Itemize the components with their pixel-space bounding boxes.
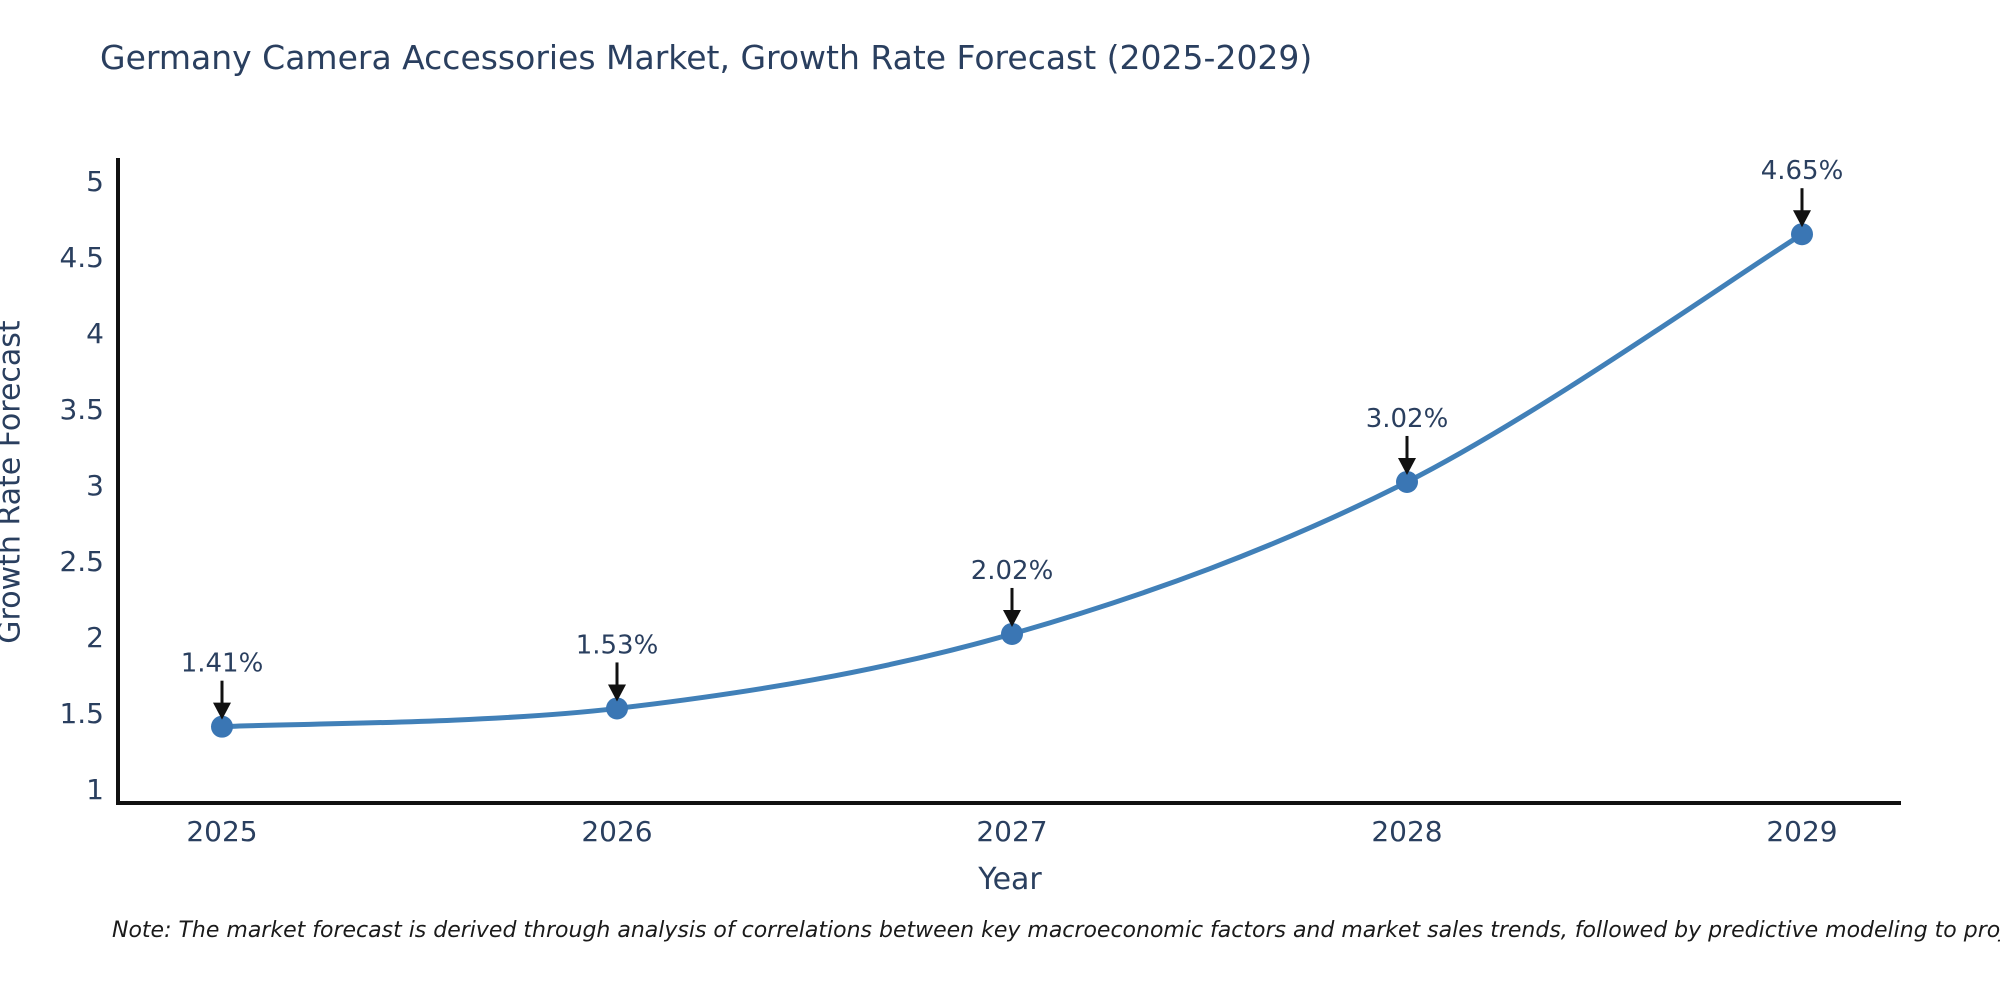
- x-tick-label: 2028: [1371, 815, 1442, 848]
- y-tick-label: 4.5: [59, 241, 104, 274]
- point-annotation: 2.02%: [971, 556, 1054, 586]
- y-axis-title-text: Growth Rate Forecast: [0, 320, 28, 644]
- y-tick-label: 1.5: [59, 697, 104, 730]
- chart-title: Germany Camera Accessories Market, Growt…: [100, 38, 1313, 77]
- y-axis-title: Growth Rate Forecast: [0, 320, 28, 643]
- data-point-marker: [1396, 470, 1418, 493]
- x-tick-label: 2025: [186, 815, 257, 848]
- y-tick-label: 4: [86, 317, 104, 350]
- x-tick-label: 2029: [1766, 815, 1837, 848]
- x-axis-title: Year: [978, 862, 1042, 897]
- footnote: Note: The market forecast is derived thr…: [112, 918, 2000, 943]
- y-tick-label: 3.5: [59, 393, 104, 426]
- annotation-arrowhead-icon: [1793, 210, 1811, 228]
- data-point-marker: [1001, 622, 1023, 645]
- y-tick-label: 2.5: [59, 545, 104, 578]
- data-point-marker: [1791, 223, 1813, 246]
- point-annotation: 1.41%: [181, 649, 264, 679]
- y-tick-label: 1: [86, 773, 104, 806]
- annotation-arrowhead-icon: [608, 684, 626, 702]
- annotation-arrowhead-icon: [1398, 457, 1416, 475]
- x-tick-label: 2026: [581, 815, 652, 848]
- y-tick-label: 5: [86, 165, 104, 198]
- data-point-marker: [211, 715, 233, 738]
- point-annotation: 1.53%: [576, 630, 659, 660]
- x-tick-label: 2027: [976, 815, 1047, 848]
- y-tick-label: 2: [86, 621, 104, 654]
- y-tick-label: 3: [86, 469, 104, 502]
- series-line: [221, 232, 1804, 730]
- data-point-marker: [606, 697, 628, 720]
- annotation-arrowhead-icon: [1003, 609, 1021, 627]
- point-annotation: 3.02%: [1366, 404, 1449, 434]
- annotation-arrowhead-icon: [213, 702, 231, 720]
- point-annotation: 4.65%: [1761, 156, 1844, 186]
